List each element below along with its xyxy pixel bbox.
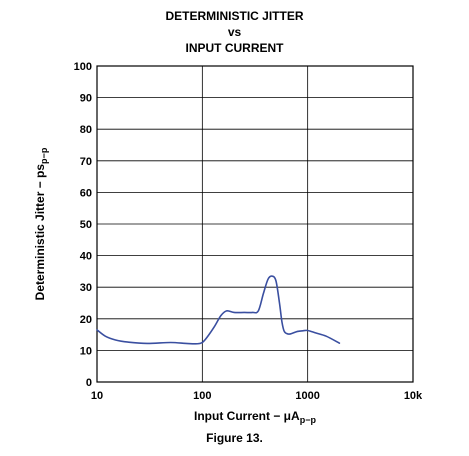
chart-grid — [96, 65, 414, 383]
x-tick-label: 100 — [193, 390, 211, 402]
y-axis-label-sub: p−p — [39, 147, 49, 164]
y-axis-label: Deterministic Jitter − psp−p — [33, 147, 49, 300]
x-axis-label-main: Input Current − μA — [194, 409, 300, 423]
y-tick-label: 20 — [80, 314, 92, 326]
y-tick-label: 50 — [80, 219, 92, 231]
y-tick-label: 10 — [80, 345, 92, 357]
y-tick-label: 40 — [80, 251, 92, 263]
y-tick-label: 90 — [80, 93, 92, 105]
chart-title-line-3: INPUT CURRENT — [185, 41, 284, 55]
y-tick-labels: 0 10 20 30 40 50 60 70 80 90 100 — [74, 61, 92, 389]
x-axis-label-sub: p−p — [300, 415, 317, 425]
y-tick-label: 60 — [80, 187, 92, 199]
chart-title-line-2: vs — [227, 25, 242, 39]
x-tick-label: 10k — [404, 390, 423, 402]
chart-title-line-1: DETERMINISTIC JITTER — [165, 9, 304, 23]
x-tick-labels: 10 100 1000 10k — [91, 390, 423, 402]
y-tick-label: 100 — [74, 61, 92, 73]
plot-frame — [96, 65, 414, 383]
x-axis-label: Input Current − μAp−p — [194, 409, 316, 425]
figure-caption: Figure 13. — [206, 431, 263, 445]
x-tick-label: 1000 — [295, 390, 319, 402]
y-tick-label: 30 — [80, 282, 92, 294]
y-tick-label: 0 — [86, 377, 92, 389]
series-line-jitter — [96, 275, 341, 345]
y-axis-label-main: Deterministic Jitter − ps — [33, 164, 47, 301]
y-tick-label: 80 — [80, 124, 92, 136]
x-tick-label: 10 — [91, 390, 103, 402]
y-tick-label: 70 — [80, 156, 92, 168]
